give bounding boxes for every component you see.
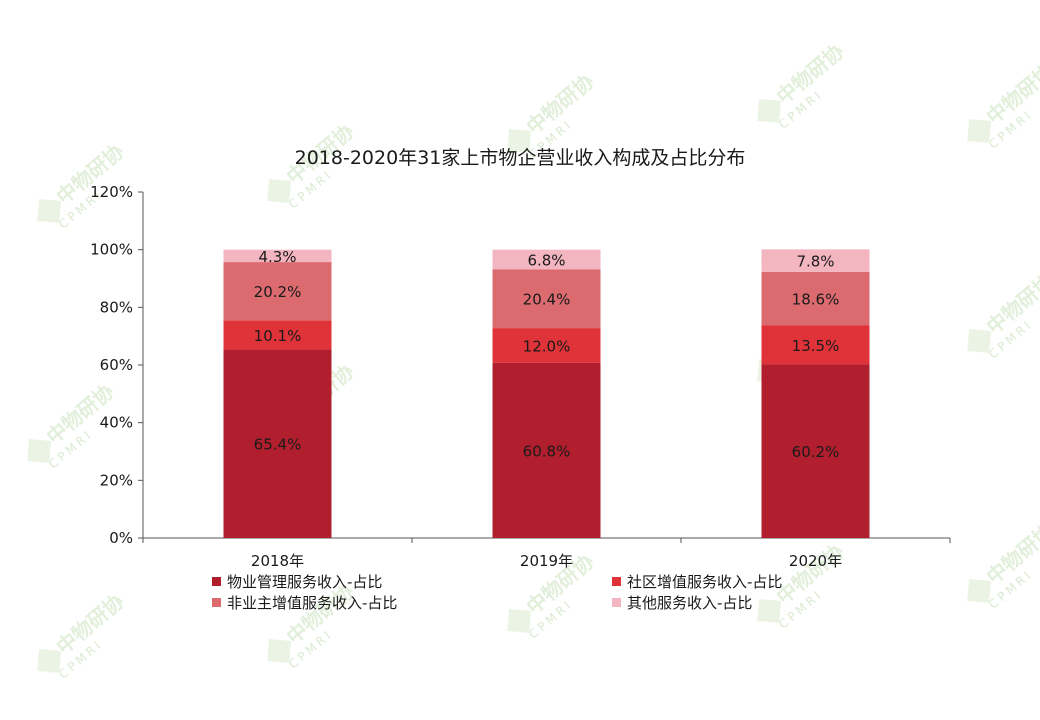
bar-segment [492, 269, 601, 329]
legend-swatch [612, 598, 621, 607]
x-tick-label: 2018年 [251, 552, 304, 570]
y-tick-label: 0% [109, 529, 133, 547]
legend-label: 非业主增值服务收入-占比 [227, 594, 397, 612]
bar-segment [492, 362, 601, 538]
data-label: 13.5% [792, 337, 840, 355]
legend-swatch [212, 577, 221, 586]
bar-segment [223, 320, 332, 350]
y-tick-label: 40% [100, 414, 133, 432]
legend-label: 其他服务收入-占比 [627, 594, 752, 612]
x-tick-label: 2020年 [789, 552, 842, 570]
chart-title: 2018-2020年31家上市物企营业收入构成及占比分布 [295, 147, 746, 169]
bar-segment [761, 249, 870, 272]
y-tick-label: 100% [90, 241, 133, 259]
data-label: 4.3% [258, 248, 296, 266]
data-label: 65.4% [254, 436, 302, 454]
bar-segment [492, 328, 601, 363]
y-tick-label: 60% [100, 356, 133, 374]
bars [223, 249, 870, 538]
legend-label: 社区增值服务收入-占比 [627, 573, 782, 591]
x-tick-label: 2019年 [520, 552, 573, 570]
data-labels: 65.4% 10.1% 20.2% 4.3% 60.8% 12.0% 20.4% 6.8% 60… [254, 248, 840, 461]
data-label: 60.8% [523, 442, 571, 460]
bar-segment [223, 349, 332, 538]
y-tick-label: 120% [90, 183, 133, 201]
legend-swatch [212, 598, 221, 607]
data-label: 12.0% [523, 337, 571, 355]
data-label: 60.2% [792, 443, 840, 461]
data-label: 20.4% [523, 291, 571, 309]
data-label: 6.8% [527, 251, 565, 269]
data-label: 18.6% [792, 291, 840, 309]
bar-segment [761, 271, 870, 326]
legend-swatch [612, 577, 621, 586]
bar-segment [492, 249, 601, 270]
y-tick-label: 20% [100, 471, 133, 489]
legend-label: 物业管理服务收入-占比 [227, 573, 382, 591]
data-label: 20.2% [254, 283, 302, 301]
bar-segment [223, 249, 332, 263]
bar-segment [223, 262, 332, 321]
data-label: 7.8% [796, 253, 834, 271]
axes: 0% 20% 40% 60% 80% 100% 120% 2018年 2019年 2020年 [90, 183, 951, 570]
bar-segment [761, 364, 870, 538]
y-tick-label: 80% [100, 298, 133, 316]
data-label: 10.1% [254, 327, 302, 345]
bar-segment [761, 325, 870, 365]
